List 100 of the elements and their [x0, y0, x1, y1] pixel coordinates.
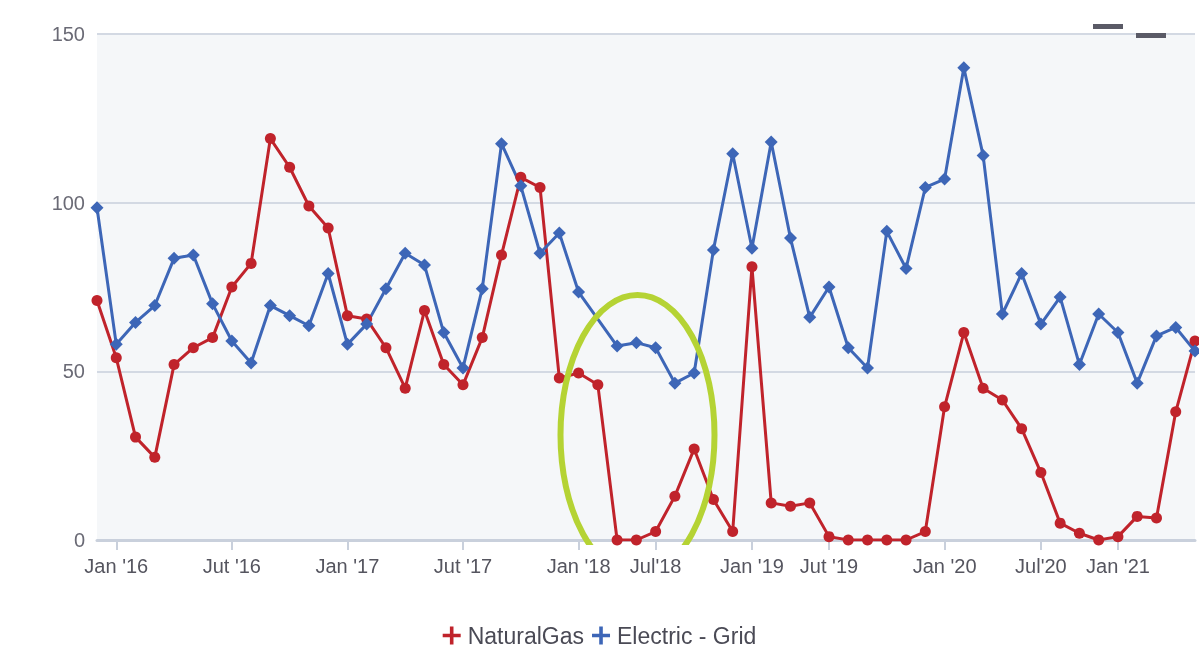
x-tick-label: Jan '18: [546, 555, 611, 577]
point: [919, 526, 931, 538]
point: [573, 367, 585, 379]
point: [1015, 267, 1029, 281]
x-tick-label: Jan '20: [912, 555, 977, 577]
point: [533, 246, 547, 260]
x-tick-label: Jut '19: [799, 555, 859, 577]
point: [438, 359, 450, 371]
point: [264, 133, 276, 145]
point: [206, 297, 220, 311]
point: [765, 497, 777, 509]
y-tick-label: 0: [73, 529, 85, 551]
point: [880, 224, 894, 238]
point: [263, 299, 277, 313]
point: [226, 281, 238, 293]
point: [437, 326, 451, 340]
point: [977, 382, 989, 394]
point: [804, 497, 816, 509]
point: [457, 379, 469, 391]
point: [245, 257, 257, 269]
x-tick-label: Jan '19: [720, 555, 784, 577]
point: [148, 299, 162, 313]
point: [592, 379, 604, 391]
point: [783, 231, 797, 245]
point: [996, 394, 1008, 406]
point: [861, 361, 875, 375]
x-tick-label: Jut '17: [433, 555, 493, 577]
point: [1092, 307, 1106, 321]
point: [727, 526, 739, 538]
point: [225, 334, 239, 348]
point: [514, 179, 528, 193]
point: [764, 135, 778, 149]
point: [726, 147, 740, 161]
point: [610, 339, 624, 353]
point: [746, 261, 758, 273]
point: [707, 494, 719, 506]
point: [322, 222, 334, 234]
point: [91, 295, 103, 306]
point: [1035, 467, 1047, 479]
point: [630, 534, 642, 546]
point: [650, 526, 662, 538]
point: [129, 315, 143, 329]
point: [572, 285, 586, 299]
point: [130, 431, 142, 443]
point: [552, 226, 566, 240]
point: [706, 243, 720, 257]
point: [379, 282, 393, 296]
point: [284, 161, 296, 173]
point: [957, 61, 971, 75]
point: [1053, 290, 1067, 304]
point: [1130, 376, 1144, 390]
x-tick-label: Jut '16: [202, 555, 261, 577]
point: [687, 366, 701, 380]
point: [1072, 358, 1086, 372]
point: [475, 282, 489, 296]
x-tick-label: Jan '17: [315, 555, 380, 577]
point: [918, 180, 932, 194]
point: [399, 382, 411, 394]
point: [822, 280, 836, 294]
x-tick-label: Jan '16: [84, 555, 149, 577]
point: [1150, 512, 1162, 524]
point: [939, 401, 951, 413]
point: [1170, 406, 1182, 418]
y-tick-label: 100: [51, 191, 85, 214]
point: [629, 336, 643, 350]
point: [496, 249, 508, 261]
x-tick-label: Jan '21: [1086, 555, 1150, 577]
point: [167, 251, 181, 265]
point: [1073, 527, 1085, 539]
point: [1189, 335, 1199, 347]
point: [110, 352, 122, 364]
point: [495, 137, 509, 151]
point: [823, 531, 835, 543]
point: [360, 317, 374, 331]
point: [611, 534, 623, 546]
point: [341, 310, 353, 322]
point: [109, 337, 123, 351]
point: [90, 201, 104, 215]
point: [417, 258, 431, 272]
point: [1093, 534, 1105, 546]
point: [899, 261, 913, 275]
y-tick-label: 50: [62, 360, 85, 383]
point: [168, 359, 180, 371]
point: [283, 309, 297, 323]
point: [1111, 326, 1125, 340]
x-tick-label: Jul'18: [629, 555, 682, 577]
point: [187, 342, 199, 354]
point: [881, 534, 893, 546]
point: [862, 534, 874, 546]
point: [207, 332, 219, 344]
point: [244, 356, 258, 370]
point: [669, 490, 681, 502]
point: [688, 443, 700, 455]
point: [1169, 320, 1183, 334]
point: [1112, 531, 1124, 543]
point: [1034, 317, 1048, 331]
point: [668, 376, 682, 390]
legend-label: NaturalGas: [467, 622, 585, 649]
point: [534, 181, 546, 193]
point: [303, 200, 315, 212]
